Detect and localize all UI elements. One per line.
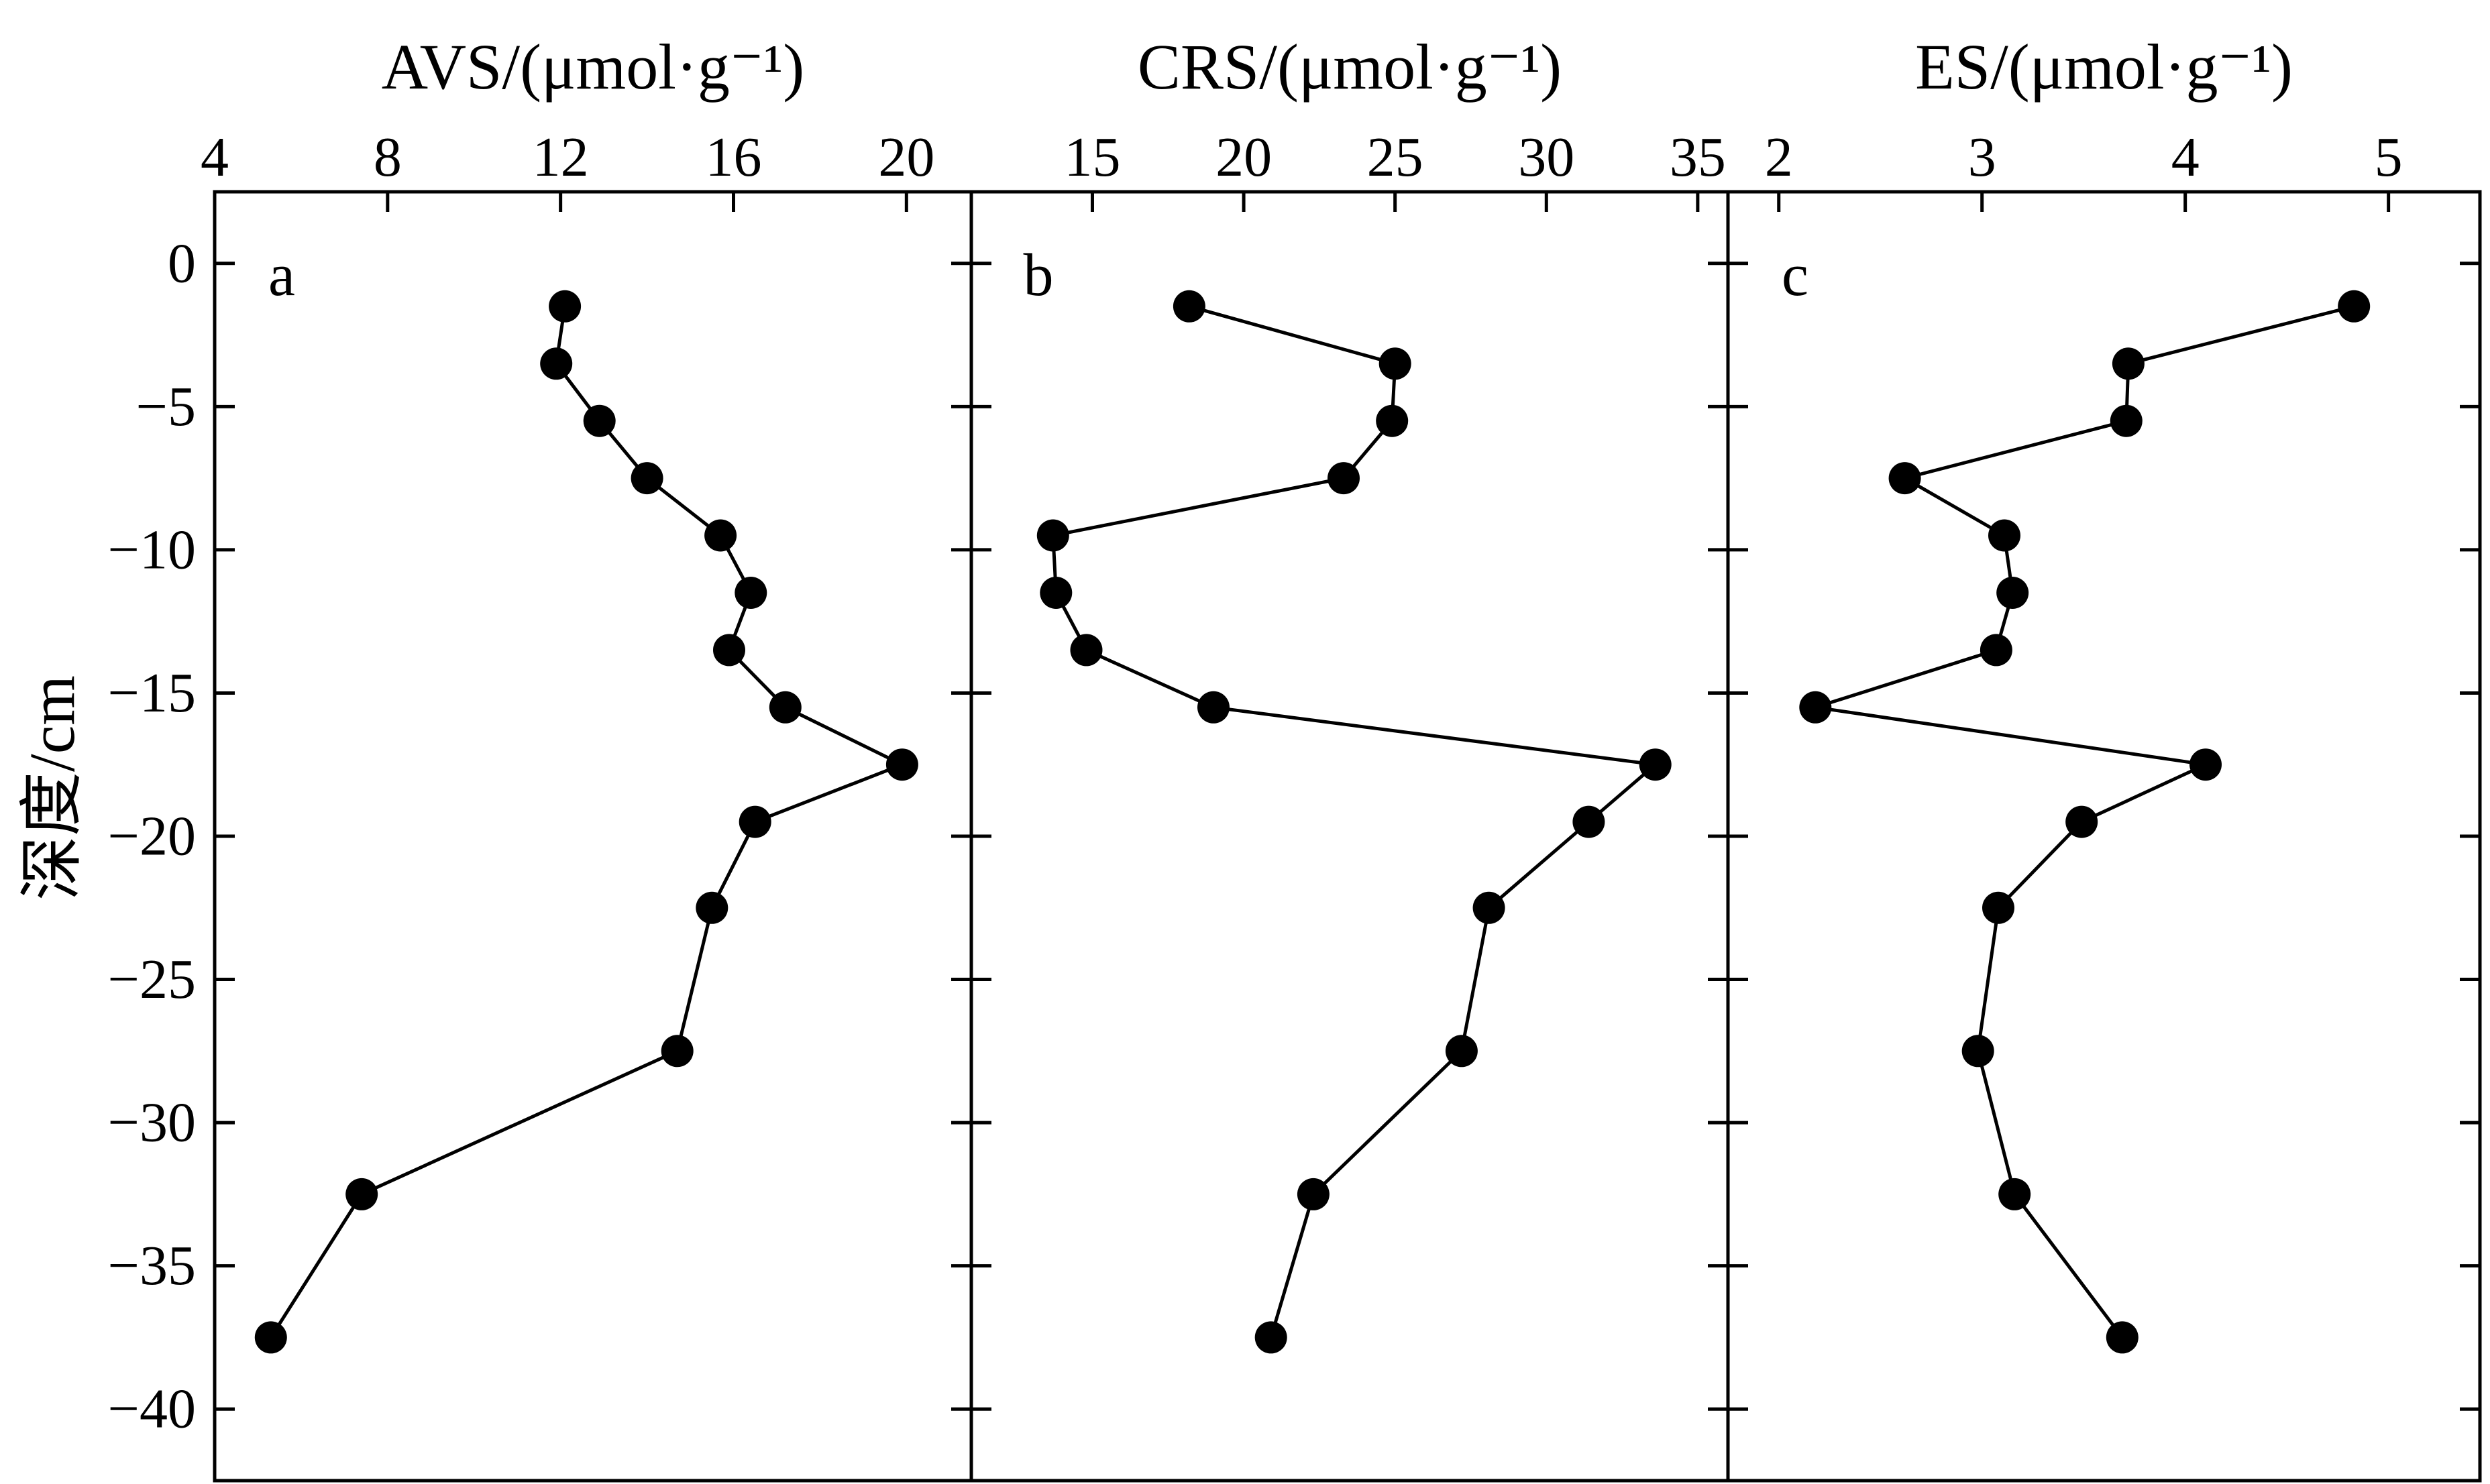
data-point [1173, 290, 1205, 323]
data-point [739, 805, 771, 838]
x-axis-title: AVS/(μmol·g⁻¹) [382, 31, 805, 103]
panel-frame [1726, 190, 2482, 1483]
x-tick-label: 5 [2375, 126, 2403, 188]
x-tick-label: 12 [533, 126, 589, 188]
data-point [2110, 404, 2143, 437]
data-point [704, 519, 737, 552]
x-axis-title: CRS/(μmol·g⁻¹) [1138, 31, 1562, 103]
data-point [254, 1321, 287, 1354]
data-point [1639, 748, 1672, 781]
data-point [1982, 891, 2014, 924]
data-point [1297, 1178, 1330, 1210]
data-point [735, 577, 767, 609]
panel-b: 15 20 25 30 35 CRS/(μmol·g⁻¹) b [969, 31, 1730, 1483]
data-point [1070, 634, 1103, 667]
y-tick-label: −30 [108, 1092, 196, 1154]
x-tick-label: 16 [705, 126, 761, 188]
x-tick-label: 2 [1765, 126, 1793, 188]
y-tick-label: −25 [108, 948, 196, 1011]
data-point [769, 691, 802, 724]
data-point [1378, 347, 1411, 380]
y-tick-label: −35 [108, 1235, 196, 1297]
panel-a: 4 8 12 16 20 AVS/(μmol·g⁻¹) a [201, 31, 973, 1483]
x-tick-label: 20 [1215, 126, 1272, 188]
data-point [1328, 462, 1360, 495]
data-point [1376, 404, 1409, 437]
x-axis-title: ES/(μmol·g⁻¹) [1915, 31, 2293, 103]
panel-letter: a [268, 242, 295, 308]
data-point [713, 634, 745, 667]
data-point [1996, 577, 2029, 609]
data-point [1197, 691, 1230, 724]
data-point [631, 462, 663, 495]
x-tick-label: 8 [374, 126, 402, 188]
data-point [2112, 347, 2145, 380]
data-point [1888, 462, 1921, 495]
data-point [583, 404, 616, 437]
panel-frame [213, 190, 973, 1483]
panel-letter: c [1782, 242, 1808, 308]
data-point [885, 748, 918, 781]
y-tick-label: −15 [108, 662, 196, 724]
data-point [2106, 1321, 2139, 1354]
panel-c: 2 3 4 5 ES/(μmol·g⁻¹) c [1726, 31, 2482, 1483]
x-tick-label: 15 [1064, 126, 1120, 188]
data-point [696, 891, 728, 924]
x-tick-label: 20 [878, 126, 934, 188]
y-axis-title: 深度/cm [16, 675, 88, 901]
panel-frame [969, 190, 1730, 1483]
data-point [1998, 1178, 2031, 1210]
y-tick-label: 0 [168, 232, 196, 294]
data-point [1036, 519, 1069, 552]
y-tick-label: −40 [108, 1378, 196, 1440]
x-tick-label: 4 [2171, 126, 2200, 188]
x-tick-label: 25 [1367, 126, 1423, 188]
y-tick-label: −20 [108, 805, 196, 868]
series-line [1051, 304, 1660, 1338]
data-point [1961, 1035, 1994, 1068]
data-point [2065, 805, 2098, 838]
data-point [2189, 748, 2222, 781]
data-point [1572, 805, 1605, 838]
x-tick-label: 35 [1670, 126, 1726, 188]
data-point [1980, 634, 2012, 667]
y-tick-label: −10 [108, 518, 196, 581]
data-point [540, 347, 573, 380]
x-tick-label: 4 [201, 126, 229, 188]
data-point [2338, 290, 2371, 323]
data-point [1472, 891, 1505, 924]
y-tick-label: −5 [136, 376, 196, 438]
series-line [1815, 304, 2354, 1338]
data-point [1254, 1321, 1287, 1354]
data-point [661, 1035, 694, 1068]
data-point [1799, 691, 1832, 724]
x-tick-label: 30 [1518, 126, 1574, 188]
data-point [1040, 577, 1073, 609]
data-point [345, 1178, 378, 1210]
data-point [549, 290, 582, 323]
x-tick-label: 3 [1968, 126, 1996, 188]
data-point [1988, 519, 2020, 552]
data-point [1445, 1035, 1478, 1068]
panel-letter: b [1024, 242, 1054, 308]
